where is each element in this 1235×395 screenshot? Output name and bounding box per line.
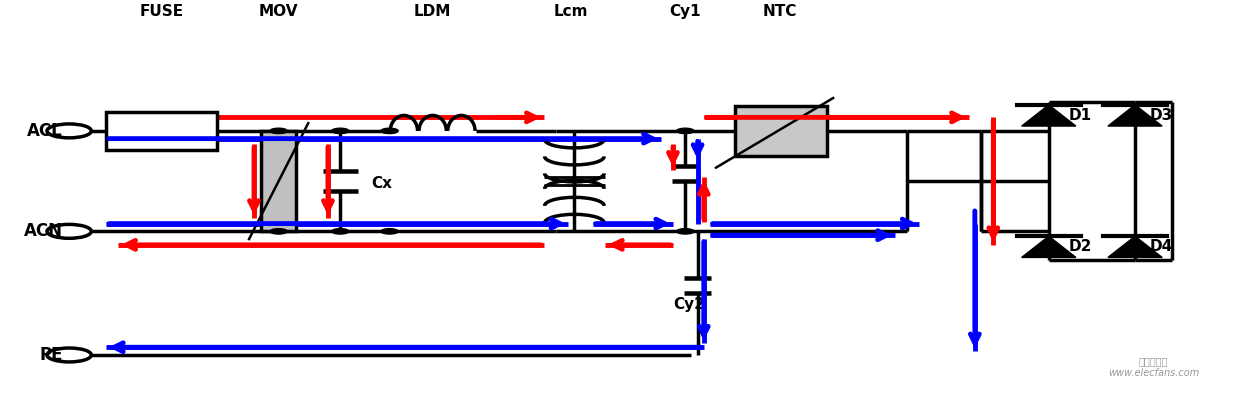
Circle shape	[332, 229, 348, 234]
Circle shape	[677, 128, 694, 134]
Text: D3: D3	[1150, 108, 1173, 123]
Polygon shape	[1108, 236, 1162, 258]
Text: ACL: ACL	[27, 122, 63, 140]
Text: D4: D4	[1150, 239, 1173, 254]
Circle shape	[380, 128, 398, 134]
Text: D2: D2	[1068, 239, 1092, 254]
Text: LDM: LDM	[414, 4, 451, 19]
Polygon shape	[1108, 105, 1162, 126]
Text: Cy2: Cy2	[673, 297, 705, 312]
Text: ACN: ACN	[23, 222, 63, 240]
Bar	[106, 111, 217, 150]
Circle shape	[677, 229, 694, 234]
Circle shape	[380, 229, 398, 234]
Bar	[262, 131, 296, 231]
Circle shape	[270, 229, 288, 234]
Circle shape	[332, 128, 348, 134]
Text: Cy1: Cy1	[669, 4, 701, 19]
Text: Cx: Cx	[370, 175, 391, 190]
Text: D1: D1	[1068, 108, 1092, 123]
Text: 电子发烧友
www.elecfans.com: 电子发烧友 www.elecfans.com	[1108, 357, 1199, 378]
Polygon shape	[1021, 105, 1076, 126]
Text: FUSE: FUSE	[140, 4, 184, 19]
Text: Lcm: Lcm	[553, 4, 588, 19]
Polygon shape	[1021, 236, 1076, 258]
Circle shape	[270, 128, 288, 134]
Bar	[735, 106, 827, 156]
Text: NTC: NTC	[763, 4, 798, 19]
Text: MOV: MOV	[259, 4, 299, 19]
Text: PE: PE	[40, 346, 63, 364]
